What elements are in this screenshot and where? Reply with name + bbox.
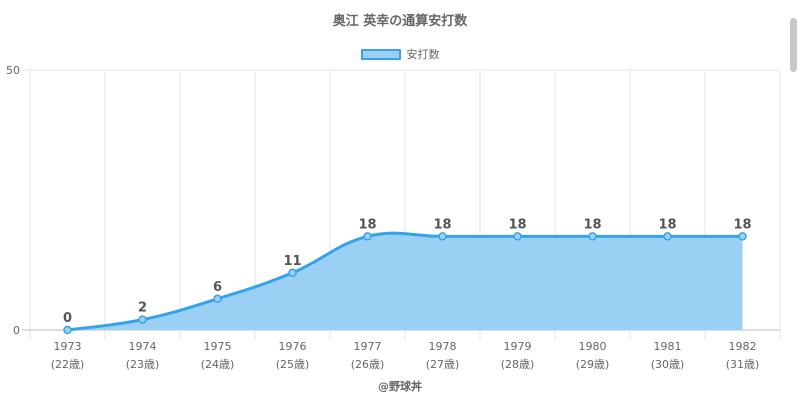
x-tick-label: 1975 [204, 340, 232, 353]
x-tick-label: 1977 [354, 340, 382, 353]
x-tick-label: 1979 [504, 340, 532, 353]
x-tick-label: 1974 [129, 340, 157, 353]
data-point [213, 294, 222, 304]
x-tick-label: 1973 [54, 340, 82, 353]
x-tick-age-label: (25歳) [276, 358, 310, 371]
x-tick-label: 1976 [279, 340, 307, 353]
series-line [67, 231, 743, 332]
data-label: 2 [138, 301, 147, 316]
data-point [738, 232, 747, 241]
data-label: 18 [433, 217, 451, 232]
chart-title: 奥江 英幸の通算安打数 [332, 14, 468, 29]
x-tick-age-label: (24歳) [201, 358, 235, 371]
data-label: 18 [508, 217, 526, 232]
series-area [67, 233, 743, 330]
legend[interactable]: 安打数 [0, 46, 800, 62]
legend-label: 安打数 [406, 48, 440, 61]
data-point [663, 232, 672, 241]
x-tick-age-label: (23歳) [126, 358, 160, 371]
data-point [513, 232, 522, 241]
x-tick-label: 1978 [429, 340, 457, 353]
y-tick-label: 0 [13, 324, 20, 337]
data-point [63, 325, 72, 335]
data-point [588, 232, 597, 241]
y-tick-label: 50 [6, 64, 20, 77]
scrollbar[interactable] [790, 18, 797, 72]
x-tick-age-label: (28歳) [501, 358, 535, 371]
data-point [363, 232, 372, 241]
x-tick-age-label: (30歳) [651, 358, 685, 371]
data-point [438, 232, 447, 241]
x-tick-age-label: (31歳) [726, 358, 760, 371]
data-label: 18 [658, 217, 676, 232]
x-tick-label: 1981 [654, 340, 682, 353]
data-label: 11 [283, 254, 301, 269]
data-point [288, 268, 297, 278]
data-label: 18 [583, 217, 601, 232]
x-tick-age-label: (27歳) [426, 358, 460, 371]
data-point [138, 315, 147, 324]
credit-label: @野球丼 [378, 380, 422, 393]
x-tick-age-label: (29歳) [576, 358, 610, 371]
data-label: 6 [213, 280, 222, 295]
x-tick-label: 1982 [729, 340, 757, 353]
data-label: 18 [358, 217, 376, 232]
x-tick-age-label: (22歳) [51, 358, 85, 371]
legend-swatch [360, 48, 401, 60]
x-tick-age-label: (26歳) [351, 358, 385, 371]
data-label: 0 [63, 311, 72, 326]
data-label: 18 [733, 217, 751, 232]
x-tick-label: 1980 [579, 340, 607, 353]
